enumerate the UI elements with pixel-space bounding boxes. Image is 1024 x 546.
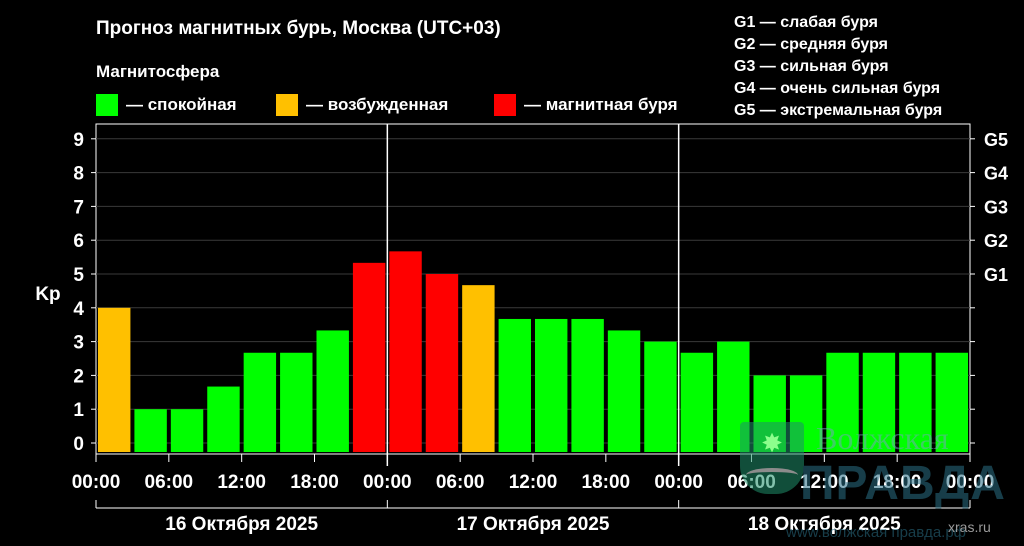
legend-item-quiet: — спокойная — [96, 94, 237, 116]
g-scale-item: G5 — экстремальная буря — [734, 102, 943, 119]
kp-bar — [680, 352, 714, 452]
x-tick-label: 18:00 — [290, 472, 339, 493]
x-tick-label: 00:00 — [363, 472, 412, 493]
y-tick-label: 1 — [73, 400, 84, 421]
kp-bar — [789, 375, 823, 452]
kp-bar — [717, 341, 750, 452]
legend-item-storm: — магнитная буря — [494, 94, 678, 116]
x-tick-label: 12:00 — [800, 472, 849, 493]
kp-bar — [753, 375, 786, 452]
g-scale-legend: G1 — слабая буря G2 — средняя буря G3 — … — [734, 12, 942, 122]
kp-bar — [644, 341, 677, 452]
x-tick-label: 00:00 — [654, 472, 703, 493]
x-tick-label: 06:00 — [436, 472, 485, 493]
y-tick-label: 3 — [73, 333, 84, 354]
kp-bar — [862, 352, 896, 452]
kp-bar — [425, 274, 459, 452]
kp-bar — [352, 262, 386, 452]
x-tick-label: 06:00 — [727, 472, 776, 493]
kp-bar — [243, 352, 277, 452]
y-tick-label: 4 — [73, 299, 84, 320]
kp-bar — [607, 330, 641, 452]
legend-label-storm: — магнитная буря — [524, 95, 678, 114]
x-tick-label: 00:00 — [946, 472, 995, 493]
chart-title: Прогноз магнитных бурь, Москва (UTC+03) — [96, 18, 501, 39]
kp-bar — [280, 352, 313, 452]
legend-title: Магнитосфера — [96, 62, 220, 81]
g-scale-item: G1 — слабая буря — [734, 14, 879, 31]
g-level-label: G5 — [984, 130, 1008, 150]
day-label: 18 Октября 2025 — [748, 514, 901, 535]
x-tick-label: 18:00 — [873, 472, 922, 493]
g-scale-item: G3 — сильная буря — [734, 58, 889, 75]
legend-swatch-storm — [494, 94, 516, 116]
kp-bar — [207, 386, 240, 452]
y-tick-label: 5 — [73, 265, 84, 286]
legend-swatch-excited — [276, 94, 298, 116]
y-tick-label: 9 — [73, 130, 84, 151]
legend-label-quiet: — спокойная — [126, 95, 237, 114]
legend-swatch-quiet — [96, 94, 118, 116]
kp-bar — [826, 352, 859, 452]
y-tick-label: 0 — [73, 434, 84, 455]
g-level-label: G2 — [984, 231, 1008, 251]
kp-bar — [170, 409, 204, 452]
kp-bar — [462, 285, 495, 452]
y-tick-label: 2 — [73, 366, 84, 387]
g-level-label: G3 — [984, 197, 1008, 217]
y-axis-label: Kp — [35, 284, 60, 305]
kp-bar — [899, 352, 932, 452]
kp-bar — [389, 251, 422, 452]
kp-bar — [498, 318, 531, 452]
kp-bar — [935, 352, 968, 452]
g-scale-item: G4 — очень сильная буря — [734, 80, 941, 97]
x-tick-label: 18:00 — [582, 472, 631, 493]
y-tick-label: 7 — [73, 197, 84, 218]
source-credit: xras.ru — [948, 519, 991, 535]
g-level-label: G4 — [984, 164, 1008, 184]
day-label: 16 Октября 2025 — [165, 514, 318, 535]
kp-bar — [134, 409, 167, 452]
y-tick-label: 6 — [73, 231, 84, 252]
g-level-label: G1 — [984, 265, 1008, 285]
kp-bar — [98, 307, 131, 452]
x-tick-label: 12:00 — [509, 472, 558, 493]
y-tick-label: 8 — [73, 164, 84, 185]
kp-bar — [316, 330, 349, 452]
g-scale-item: G2 — средняя буря — [734, 36, 888, 53]
x-tick-label: 06:00 — [145, 472, 194, 493]
kp-bar — [571, 318, 604, 452]
kp-bar — [535, 318, 568, 452]
legend-label-excited: — возбужденная — [306, 95, 449, 114]
day-label: 17 Октября 2025 — [457, 514, 610, 535]
legend-item-excited: — возбужденная — [276, 94, 448, 116]
x-tick-label: 12:00 — [217, 472, 266, 493]
x-tick-label: 00:00 — [72, 472, 121, 493]
